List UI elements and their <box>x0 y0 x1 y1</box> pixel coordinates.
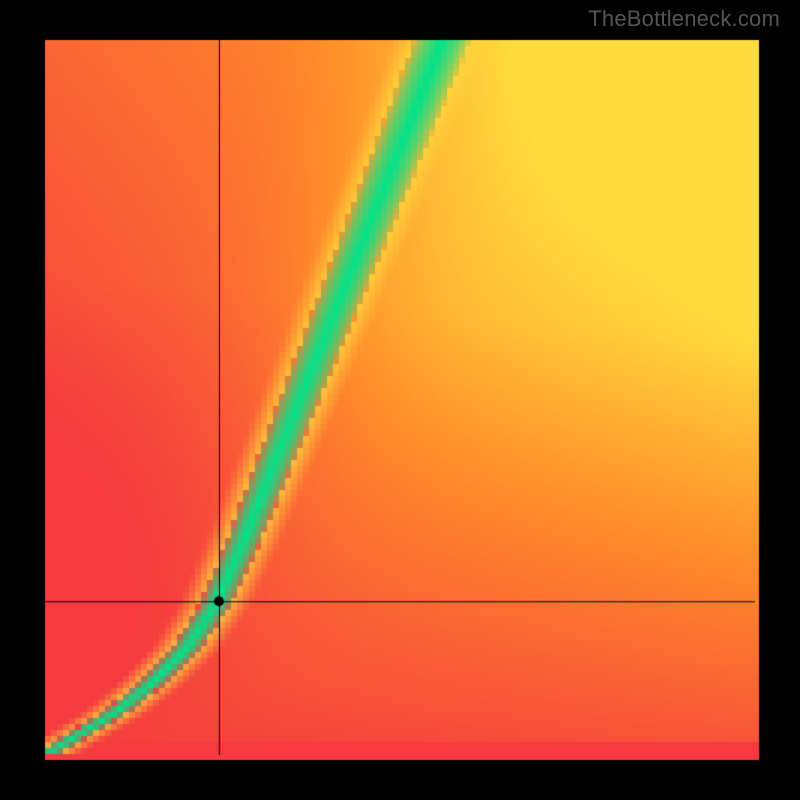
heatmap-canvas <box>0 0 800 800</box>
watermark-text: TheBottleneck.com <box>588 6 780 32</box>
